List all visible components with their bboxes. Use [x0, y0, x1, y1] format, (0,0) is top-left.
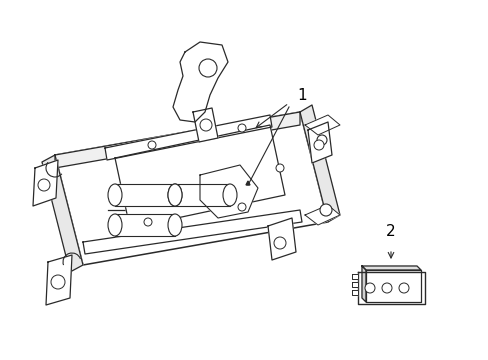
Circle shape	[238, 203, 245, 211]
Ellipse shape	[168, 184, 182, 206]
Polygon shape	[200, 165, 258, 218]
Circle shape	[38, 179, 50, 191]
Polygon shape	[42, 155, 83, 272]
Circle shape	[200, 119, 212, 131]
Polygon shape	[361, 266, 420, 270]
Polygon shape	[175, 184, 229, 206]
Ellipse shape	[108, 214, 122, 236]
Polygon shape	[83, 210, 302, 254]
Polygon shape	[267, 218, 295, 260]
Polygon shape	[46, 255, 72, 305]
Polygon shape	[357, 272, 424, 304]
Polygon shape	[115, 214, 175, 236]
Ellipse shape	[168, 214, 182, 236]
Circle shape	[364, 283, 374, 293]
Polygon shape	[115, 184, 175, 206]
Polygon shape	[351, 282, 357, 287]
Polygon shape	[173, 42, 227, 122]
Polygon shape	[351, 290, 357, 295]
Polygon shape	[361, 266, 365, 302]
Ellipse shape	[168, 184, 182, 206]
Polygon shape	[115, 125, 285, 228]
Text: 2: 2	[386, 224, 395, 239]
Circle shape	[51, 275, 65, 289]
Circle shape	[148, 141, 156, 149]
Ellipse shape	[223, 184, 237, 206]
Polygon shape	[33, 160, 58, 206]
Polygon shape	[105, 115, 271, 160]
Circle shape	[273, 237, 285, 249]
Polygon shape	[307, 122, 331, 163]
Polygon shape	[193, 108, 218, 142]
Polygon shape	[365, 270, 420, 302]
Polygon shape	[305, 115, 339, 135]
Circle shape	[238, 124, 245, 132]
Polygon shape	[305, 205, 339, 225]
Polygon shape	[55, 112, 327, 265]
Polygon shape	[299, 105, 339, 222]
Polygon shape	[351, 274, 357, 279]
Circle shape	[381, 283, 391, 293]
Circle shape	[398, 283, 408, 293]
Circle shape	[316, 135, 326, 145]
Circle shape	[199, 59, 217, 77]
Ellipse shape	[108, 184, 122, 206]
Text: 1: 1	[296, 89, 306, 104]
Circle shape	[319, 204, 331, 216]
FancyArrow shape	[245, 181, 249, 185]
Polygon shape	[55, 112, 299, 168]
Circle shape	[143, 218, 152, 226]
Circle shape	[313, 140, 324, 150]
Circle shape	[275, 164, 284, 172]
